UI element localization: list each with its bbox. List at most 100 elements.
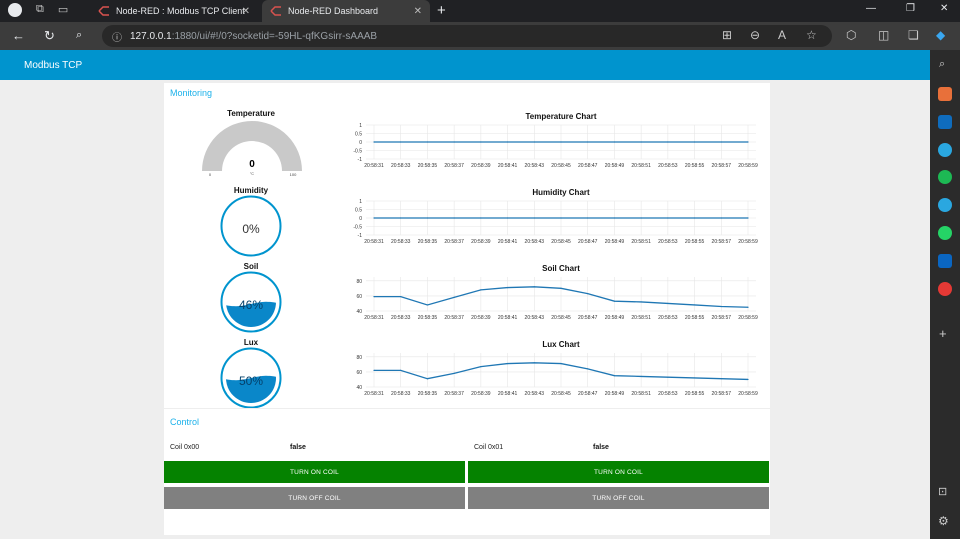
x-tick-label: 20:58:49 (605, 163, 625, 169)
add-sidebar-icon[interactable]: + (939, 326, 947, 341)
tab-actions-icon[interactable]: ▭ (57, 4, 69, 16)
shopping-icon[interactable] (938, 87, 952, 101)
data-point (480, 289, 482, 291)
x-tick-label: 20:58:55 (685, 391, 705, 397)
x-tick-label: 20:58:39 (471, 239, 491, 245)
close-tab-icon[interactable]: ✕ (241, 5, 250, 17)
read-aloud-icon[interactable]: A (778, 28, 787, 42)
coil-1-off-button[interactable]: TURN OFF COIL (468, 487, 769, 509)
extensions-icon[interactable]: ⬡ (846, 28, 857, 42)
x-tick-label: 20:58:45 (551, 391, 571, 397)
coil-0-on-button[interactable]: TURN ON COIL (164, 461, 465, 483)
data-point (720, 378, 722, 380)
data-point (560, 362, 562, 365)
x-tick-label: 20:58:35 (418, 315, 438, 321)
x-tick-label: 20:58:53 (658, 391, 678, 397)
outlook-icon[interactable] (938, 115, 952, 129)
x-tick-label: 20:58:41 (498, 391, 518, 397)
data-point (747, 378, 749, 381)
url-path: :1880/ui/#!/0?socketid=-59HL-qfKGsirr-sA… (171, 30, 378, 42)
x-tick-label: 20:58:35 (418, 239, 438, 245)
profile-icon[interactable] (8, 3, 22, 17)
data-point (426, 141, 429, 143)
url-host: 127.0.0.1 (130, 30, 172, 42)
data-point (426, 378, 429, 380)
tab-modbus-client[interactable]: Node-RED : Modbus TCP Client ✕ (90, 0, 258, 22)
copilot-icon[interactable]: ◆ (936, 28, 946, 42)
x-tick-label: 20:58:53 (658, 315, 678, 321)
workspaces-icon[interactable]: ⧉ (36, 3, 44, 15)
collections-icon[interactable]: ❏ (908, 28, 919, 42)
temperature-title: Temperature (227, 109, 275, 118)
back-icon[interactable]: ← (12, 28, 25, 43)
new-tab-icon[interactable]: + (437, 2, 446, 19)
gauge-max: 100 (290, 172, 297, 177)
y-tick-label: -0.5 (353, 149, 362, 155)
whatsapp-icon[interactable] (938, 226, 952, 240)
youtube-icon[interactable] (938, 282, 952, 296)
coil-1-on-button[interactable]: TURN ON COIL (468, 461, 769, 483)
data-point (613, 141, 616, 143)
screenshot-icon[interactable]: ⊡ (938, 486, 948, 498)
coil-1-label: Coil 0x01 (474, 444, 504, 451)
app-icon[interactable]: ⊞ (722, 28, 733, 42)
data-point (693, 217, 696, 219)
refresh-icon[interactable]: ↻ (44, 28, 55, 43)
x-tick-label: 20:58:53 (658, 163, 678, 169)
dashboard-header: Modbus TCP (0, 50, 930, 80)
soil-level: 46% (220, 271, 282, 333)
data-point (587, 293, 589, 295)
data-point (426, 304, 429, 306)
coil-0-off-button[interactable]: TURN OFF COIL (164, 487, 465, 509)
data-point (506, 286, 509, 289)
send-icon[interactable] (938, 143, 952, 157)
data-point (453, 141, 455, 143)
y-tick-label: -1 (358, 233, 363, 239)
data-point (720, 217, 722, 219)
lux-title: Lux (243, 338, 259, 347)
data-point (613, 217, 616, 219)
settings-icon[interactable]: ⚙ (938, 514, 949, 528)
data-point (587, 141, 589, 143)
split-screen-icon[interactable]: ◫ (878, 28, 890, 42)
x-tick-label: 20:58:47 (578, 163, 598, 169)
zoom-icon[interactable]: ⊖ (750, 28, 761, 42)
onedrive-icon[interactable] (938, 254, 952, 268)
node-red-icon (270, 6, 281, 16)
sidebar-search-icon[interactable]: ⌕ (939, 58, 946, 70)
x-tick-label: 20:58:37 (444, 315, 464, 321)
x-tick-label: 20:58:41 (498, 163, 518, 169)
close-tab-icon[interactable]: ✕ (413, 5, 422, 17)
url-field[interactable]: ⓘ 127.0.0.1:1880/ui/#!/0?socketid=-59HL-… (102, 25, 832, 47)
tab-dashboard[interactable]: Node-RED Dashboard ✕ (262, 0, 430, 22)
spotify-icon[interactable] (938, 170, 952, 184)
data-point (506, 141, 509, 143)
x-tick-label: 20:58:33 (391, 315, 411, 321)
search-icon[interactable]: ⌕ (76, 29, 83, 41)
minimize-icon[interactable]: — (866, 3, 876, 14)
level-value: 50% (239, 374, 263, 388)
favorite-icon[interactable]: ☆ (806, 28, 817, 42)
level-ring (220, 347, 282, 409)
gauge-unit: °C (250, 172, 254, 176)
restore-icon[interactable]: ❐ (906, 3, 915, 14)
x-tick-label: 20:58:43 (525, 391, 545, 397)
monitoring-group-title: Monitoring (170, 88, 213, 98)
coil-1-value: false (593, 444, 609, 451)
x-tick-label: 20:58:31 (364, 315, 384, 321)
x-tick-label: 20:58:41 (498, 315, 518, 321)
site-info-icon[interactable]: ⓘ (112, 32, 122, 44)
data-point (667, 217, 669, 219)
x-tick-label: 20:58:31 (364, 163, 384, 169)
telegram-icon[interactable] (938, 198, 952, 212)
x-tick-label: 20:58:55 (685, 315, 705, 321)
close-window-icon[interactable]: ✕ (940, 3, 949, 14)
data-point (480, 366, 482, 368)
x-tick-label: 20:58:39 (471, 163, 491, 169)
x-tick-label: 20:58:37 (444, 239, 464, 245)
y-tick-label: -1 (358, 157, 363, 163)
data-point (693, 304, 696, 306)
y-tick-label: 80 (356, 355, 362, 361)
x-tick-label: 20:58:31 (364, 391, 384, 397)
data-point (400, 369, 402, 371)
